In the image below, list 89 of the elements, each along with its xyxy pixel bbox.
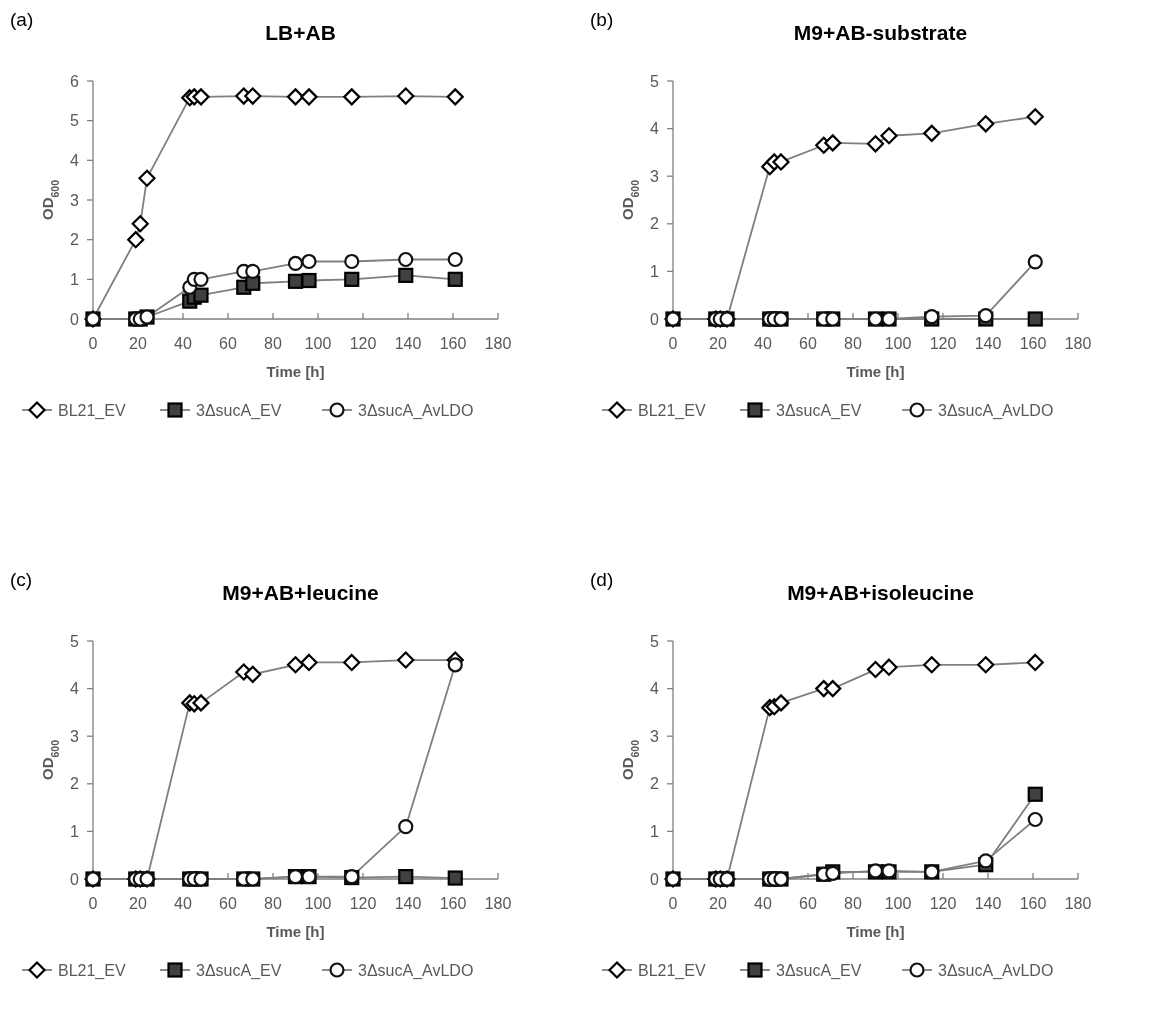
y-tick-label: 5	[70, 112, 80, 130]
x-tick-label: 80	[264, 895, 282, 912]
x-tick-label: 120	[929, 895, 957, 912]
x-tick-label: 180	[1064, 895, 1092, 912]
text: (c)	[10, 569, 33, 590]
y-tick-label: 5	[70, 632, 80, 650]
text: (b)	[590, 9, 614, 30]
x-tick-label: 100	[304, 335, 332, 352]
y-tick-label: 5	[650, 632, 660, 650]
x-tick-label: 60	[219, 895, 237, 912]
y-tick-label: 0	[650, 310, 660, 328]
chart-title: LB+AB	[265, 21, 336, 44]
legend-label: 3ΔsucA_EV	[196, 961, 282, 980]
x-tick-label: 120	[349, 335, 377, 352]
legend-label: 3ΔsucA_AvLDO	[938, 401, 1054, 420]
legend-label: BL21_EV	[58, 961, 126, 980]
x-tick-label: 160	[439, 335, 467, 352]
chart-title: M9+AB+isoleucine	[787, 581, 974, 604]
x-tick-label: 180	[484, 895, 512, 912]
x-tick-label: 0	[88, 895, 98, 912]
x-tick-label: 120	[929, 335, 957, 352]
legend-label: 3ΔsucA_AvLDO	[938, 961, 1054, 980]
y-tick-label: 4	[70, 680, 80, 698]
legend-label: BL21_EV	[638, 961, 706, 980]
y-tick-label: 1	[70, 270, 80, 288]
x-tick-label: 80	[844, 895, 862, 912]
legend-label: 3ΔsucA_EV	[776, 961, 862, 980]
y-tick-label: 2	[650, 775, 660, 793]
x-tick-label: 80	[844, 335, 862, 352]
x-axis-title: Time [h]	[266, 923, 325, 940]
y-tick-label: 4	[70, 151, 80, 169]
x-axis-title: Time [h]	[846, 923, 905, 940]
x-tick-label: 180	[1064, 335, 1092, 352]
legend-label: 3ΔsucA_EV	[196, 401, 282, 420]
x-tick-label: 60	[219, 335, 237, 352]
y-tick-label: 3	[650, 727, 660, 745]
x-tick-label: 140	[974, 335, 1002, 352]
x-tick-label: 120	[349, 895, 377, 912]
y-tick-label: 0	[650, 870, 660, 888]
legend-label: BL21_EV	[58, 401, 126, 420]
x-tick-label: 40	[754, 335, 772, 352]
x-tick-label: 160	[1019, 895, 1047, 912]
y-tick-label: 2	[70, 231, 80, 249]
y-tick-label: 3	[70, 727, 80, 745]
legend-label: 3ΔsucA_AvLDO	[358, 401, 474, 420]
y-tick-label: 1	[650, 263, 660, 280]
x-tick-label: 40	[754, 895, 772, 912]
x-tick-label: 140	[394, 895, 422, 912]
text: (a)	[10, 9, 34, 30]
x-axis-title: Time [h]	[846, 363, 905, 380]
x-tick-label: 140	[394, 335, 422, 352]
x-tick-label: 0	[668, 895, 678, 912]
x-tick-label: 100	[304, 895, 332, 912]
legend-label: 3ΔsucA_EV	[776, 401, 862, 420]
y-tick-label: 5	[650, 72, 660, 90]
x-tick-label: 40	[174, 335, 192, 352]
x-tick-label: 160	[439, 895, 467, 912]
y-tick-label: 1	[650, 823, 660, 840]
x-tick-label: 180	[484, 335, 512, 352]
chart-title: M9+AB+leucine	[222, 581, 379, 604]
x-tick-label: 100	[884, 895, 912, 912]
x-tick-label: 20	[129, 335, 147, 352]
y-tick-label: 3	[650, 167, 660, 185]
x-tick-label: 40	[174, 895, 192, 912]
y-tick-label: 1	[70, 823, 80, 840]
text: (d)	[590, 569, 614, 590]
y-tick-label: 2	[650, 215, 660, 233]
x-tick-label: 160	[1019, 335, 1047, 352]
y-tick-label: 4	[650, 120, 660, 138]
x-tick-label: 60	[799, 895, 817, 912]
x-tick-label: 100	[884, 335, 912, 352]
y-tick-label: 4	[650, 680, 660, 698]
x-tick-label: 140	[974, 895, 1002, 912]
y-tick-label: 0	[70, 870, 80, 888]
y-tick-label: 0	[70, 310, 80, 328]
x-tick-label: 20	[129, 895, 147, 912]
x-tick-label: 60	[799, 335, 817, 352]
legend-label: BL21_EV	[638, 401, 706, 420]
x-tick-label: 20	[709, 335, 727, 352]
chart-title: M9+AB-substrate	[793, 21, 968, 44]
x-tick-label: 0	[88, 335, 98, 352]
x-tick-label: 0	[668, 335, 678, 352]
x-axis-title: Time [h]	[266, 363, 325, 380]
legend-label: 3ΔsucA_AvLDO	[358, 961, 474, 980]
y-tick-label: 2	[70, 775, 80, 793]
y-tick-label: 3	[70, 191, 80, 209]
y-tick-label: 6	[70, 72, 80, 90]
x-tick-label: 80	[264, 335, 282, 352]
x-tick-label: 20	[709, 895, 727, 912]
